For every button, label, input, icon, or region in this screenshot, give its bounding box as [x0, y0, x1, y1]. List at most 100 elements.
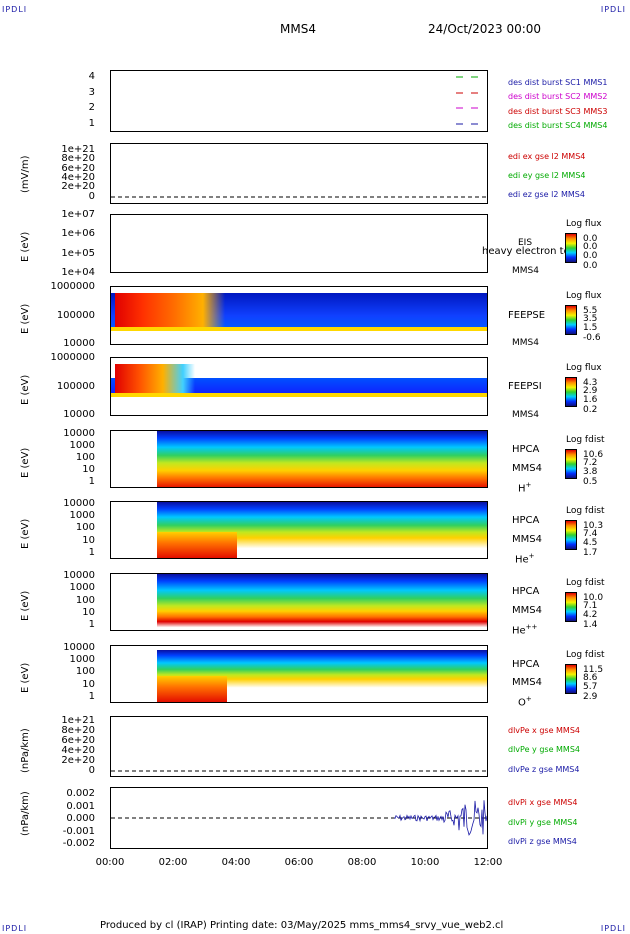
p10-legend-1: dlvPe x gse MMS4	[508, 726, 580, 735]
p2-legend-2: edi ey gse l2 MMS4	[508, 171, 586, 180]
p9-tick-0: 10000	[63, 642, 95, 653]
p4-colorbar-title: Log flux	[566, 291, 602, 301]
p11-tick-4: -0.002	[62, 838, 95, 849]
p3-sc-label: MMS4	[512, 266, 539, 276]
p6-species: H+	[518, 481, 531, 494]
p1-tick-2: 2	[88, 102, 95, 113]
p10-legend-2: dlvPe y gse MMS4	[508, 745, 580, 754]
p2-legend-1: edi ex gse l2 MMS4	[508, 152, 586, 161]
p4-tick-2: 10000	[63, 338, 95, 349]
p5-tick-1: 100000	[56, 381, 95, 392]
p8-colorbar	[565, 592, 577, 622]
p2-legend-3: edi ez gse l2 MMS4	[508, 190, 585, 199]
p8-tick-4: 1	[88, 619, 95, 630]
corner-label-tr: IPDLI	[600, 5, 626, 14]
p4-instrument-label: FEEPSE	[508, 310, 546, 321]
p9-colorbar-title: Log fdist	[566, 650, 605, 660]
p10-tick-5: 0	[88, 765, 95, 776]
p11-tick-0: 0.002	[66, 788, 95, 799]
panel-dlvpi	[110, 787, 488, 849]
p7-tick-1: 1000	[69, 510, 95, 521]
p6-cb-tick-0: 10.6	[583, 450, 604, 460]
p3-cb-tick-3: 0.0	[583, 261, 598, 271]
p8-instrument-label: HPCA	[512, 586, 540, 597]
panel-hpca-hepp	[110, 573, 488, 631]
panel-eis	[110, 214, 488, 273]
p10-tick-4: 2e+20	[61, 755, 95, 766]
p2-tick-2: 6e+20	[61, 163, 95, 174]
p3-instrument-label: EIS	[518, 238, 533, 248]
p2-tick-1: 8e+20	[61, 153, 95, 164]
p6-tick-3: 10	[82, 464, 95, 475]
p10-tick-3: 4e+20	[61, 745, 95, 756]
p6-species-name: H	[518, 483, 526, 495]
p7-species: He+	[515, 552, 535, 565]
p4-cb-tick-0: 5.5	[583, 306, 598, 316]
p9-species: O+	[518, 695, 532, 708]
p1-tick-3: 3	[88, 87, 95, 98]
dlvpi-z-trace	[393, 800, 487, 836]
p6-colorbar	[565, 449, 577, 479]
p5-tick-2: 10000	[63, 409, 95, 420]
p6-tick-2: 100	[75, 452, 95, 463]
p9-tick-3: 10	[82, 679, 95, 690]
p8-species: He++	[512, 623, 537, 636]
p8-cb-tick-3: 1.4	[583, 620, 598, 630]
p7-instrument-label: HPCA	[512, 515, 540, 526]
p1-tick-4: 4	[88, 71, 95, 82]
panel-dlvpe	[110, 716, 488, 777]
spacecraft-title: MMS4	[280, 22, 316, 36]
x-tick-0: 00:00	[95, 857, 125, 868]
p7-cb-tick-0: 10.3	[583, 521, 604, 531]
p8-tick-1: 1000	[69, 582, 95, 593]
p5-cb-tick-3: 0.2	[583, 405, 598, 415]
x-tick-5: 10:00	[410, 857, 440, 868]
p3-cb-tick-2: 0.0	[583, 251, 598, 261]
p9-cb-tick-0: 11.5	[583, 665, 604, 675]
p11-legend-3: dlvPi z gse MMS4	[508, 837, 577, 846]
p9-cb-tick-2: 5.7	[583, 682, 598, 692]
panel-feepse	[110, 286, 488, 345]
p11-legend-1: dlvPi x gse MMS4	[508, 798, 578, 807]
p6-cb-tick-1: 7.2	[583, 458, 598, 468]
p1-legend-1: des dist burst SC1 MMS1	[508, 78, 608, 87]
p1-legend-3: des dist burst SC3 MMS3	[508, 107, 608, 116]
p2-tick-4: 2e+20	[61, 181, 95, 192]
p11-tick-1: 0.001	[66, 801, 95, 812]
p7-tick-0: 10000	[63, 498, 95, 509]
p5-colorbar	[565, 377, 577, 407]
p4-tick-1: 100000	[56, 310, 95, 321]
panel-hpca-he	[110, 501, 488, 559]
x-tick-3: 06:00	[284, 857, 314, 868]
p2-tick-0: 1e+21	[61, 144, 95, 155]
p2-tick-3: 4e+20	[61, 172, 95, 183]
p7-tick-3: 10	[82, 535, 95, 546]
p7-sc-label: MMS4	[512, 534, 542, 545]
p9-sc-label: MMS4	[512, 677, 542, 688]
p9-tick-1: 1000	[69, 654, 95, 665]
p6-sc-label: MMS4	[512, 463, 542, 474]
corner-label-bl: IPDLI	[2, 924, 28, 933]
p3-overlay-label: heavy electron to	[482, 246, 570, 257]
p5-sc-label: MMS4	[512, 410, 539, 420]
p3-cb-tick-0: 0.0	[583, 234, 598, 244]
panel-hpca-h	[110, 430, 488, 488]
p6-tick-4: 1	[88, 476, 95, 487]
p4-colorbar	[565, 305, 577, 335]
p9-tick-2: 100	[75, 666, 95, 677]
p3-colorbar-title: Log flux	[566, 219, 602, 229]
p11-legend-2: dlvPi y gse MMS4	[508, 818, 578, 827]
p4-tick-0: 1000000	[50, 281, 95, 292]
panel-edi-efield	[110, 143, 488, 204]
p3-tick-3: 1e+04	[61, 267, 95, 278]
p4-cb-tick-3: -0.6	[583, 333, 601, 343]
p6-tick-1: 1000	[69, 440, 95, 451]
p6-instrument-label: HPCA	[512, 444, 540, 455]
p2-tick-5: 0	[88, 191, 95, 202]
date-title: 24/Oct/2023 00:00	[428, 22, 542, 36]
p5-cb-tick-1: 2.9	[583, 386, 598, 396]
x-tick-4: 08:00	[347, 857, 377, 868]
p9-cb-tick-3: 2.9	[583, 692, 598, 702]
p8-species-name: He	[512, 625, 526, 637]
p7-tick-4: 1	[88, 547, 95, 558]
